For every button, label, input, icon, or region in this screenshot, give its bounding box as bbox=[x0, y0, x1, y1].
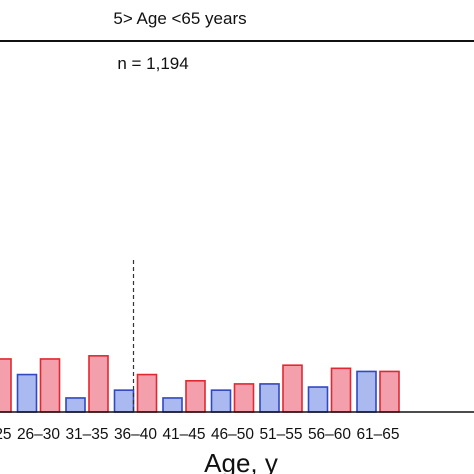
x-tick-46–50: 46–50 bbox=[211, 426, 254, 443]
sample-size-label: n = 1,194 bbox=[117, 54, 188, 73]
bar-series-2-36–40 bbox=[136, 373, 158, 413]
bar-series-2-61–65 bbox=[379, 370, 400, 413]
bar-series-2-46–50 bbox=[233, 383, 255, 413]
bar-series-1-36–40 bbox=[113, 389, 135, 413]
chart-title: 5> Age <65 years bbox=[113, 9, 246, 28]
bar-series-1-56–60 bbox=[307, 386, 329, 413]
bar-series-2-56–60 bbox=[330, 367, 352, 413]
bar-series-2-41–45 bbox=[185, 379, 206, 413]
bar-series-2-26–30 bbox=[39, 358, 61, 413]
x-tick-51–55: 51–55 bbox=[259, 426, 302, 443]
bars-group bbox=[0, 355, 400, 413]
x-tick-56–60: 56–60 bbox=[308, 426, 351, 443]
bar-series-1-41–45 bbox=[162, 397, 183, 413]
x-tick-labels: 21–25 26–30 31–35 36–40 41–45 46–50 51–55 56–60… bbox=[0, 426, 400, 443]
x-tick-31–35: 31–35 bbox=[65, 426, 108, 443]
bar-series-2-21–25 bbox=[0, 358, 12, 413]
x-tick-61–65: 61–65 bbox=[356, 426, 399, 443]
bar-series-2-31–35 bbox=[88, 355, 109, 413]
x-tick-21–25: 21–25 bbox=[0, 426, 12, 443]
x-axis-label: Age, y bbox=[204, 448, 278, 474]
x-tick-26–30: 26–30 bbox=[17, 426, 60, 443]
x-tick-36–40: 36–40 bbox=[114, 426, 157, 443]
bar-series-1-26–30 bbox=[16, 373, 38, 413]
bar-series-2-51–55 bbox=[282, 364, 303, 413]
bar-series-1-31–35 bbox=[65, 397, 86, 413]
bar-series-1-61–65 bbox=[356, 370, 377, 413]
bar-series-1-51–55 bbox=[259, 383, 280, 413]
x-tick-41–45: 41–45 bbox=[162, 426, 205, 443]
bar-series-1-46–50 bbox=[210, 389, 232, 413]
